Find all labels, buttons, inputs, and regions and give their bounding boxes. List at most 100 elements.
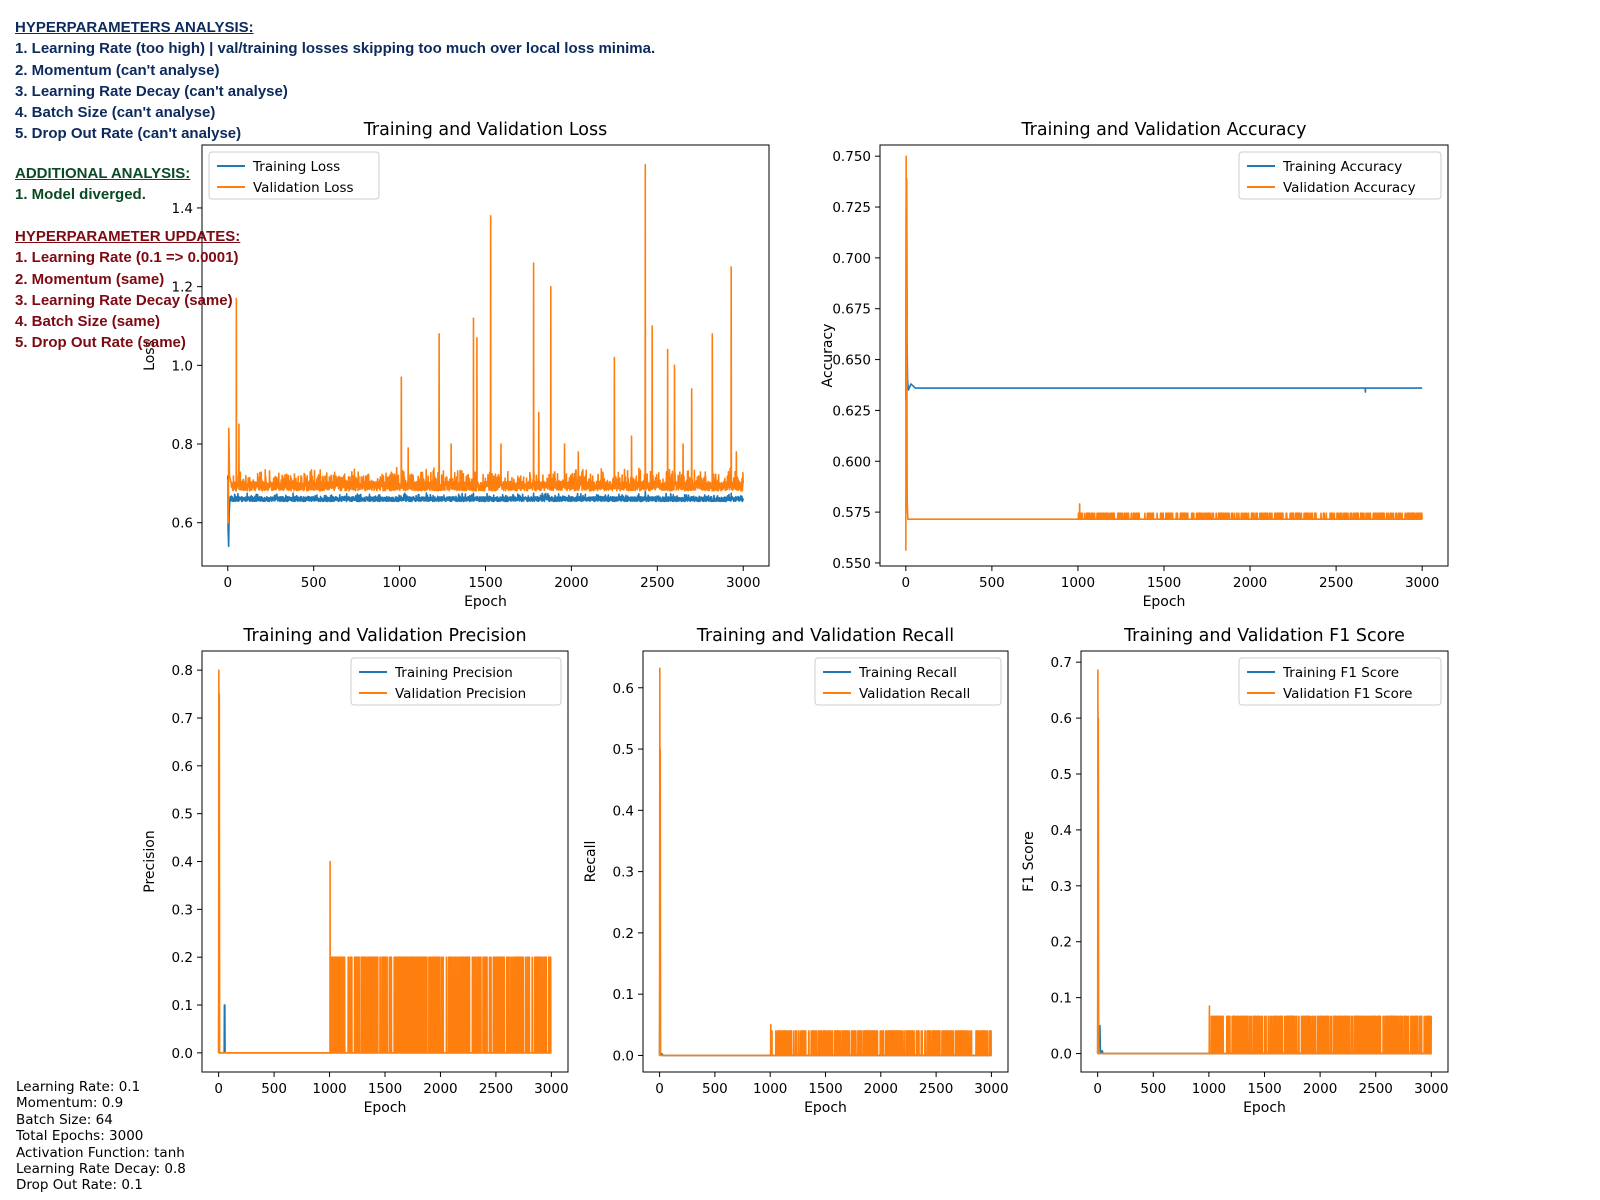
x-tick-label: 1500 — [1147, 575, 1181, 591]
x-tick-label: 1000 — [753, 1081, 787, 1097]
x-tick-label: 1000 — [382, 575, 416, 591]
legend: Training Recall Validation Recall — [814, 657, 1002, 706]
y-tick-label: 0.0 — [613, 1048, 634, 1064]
analysis-item: 5. Drop Out Rate (can't analyse) — [15, 125, 242, 143]
y-tick-label: 0.4 — [172, 855, 193, 871]
config-momentum: Momentum: 0.9 — [16, 1095, 124, 1112]
x-axis-label: Epoch — [364, 1100, 407, 1116]
legend: Training Precision Validation Precision — [350, 657, 562, 706]
analysis-item: 1. Learning Rate (too high) | val/traini… — [15, 40, 656, 58]
config-lr-decay: Learning Rate Decay: 0.8 — [16, 1161, 186, 1178]
recall-chart: Training and Validation Recall 0 500 1000 15… — [583, 626, 1009, 1116]
x-tick-label: 500 — [301, 575, 327, 591]
x-tick-label: 500 — [261, 1081, 287, 1097]
updates-header: HYPERPARAMETER UPDATES: — [15, 228, 241, 245]
x-tick-label: 2500 — [640, 575, 674, 591]
legend-box — [1238, 657, 1442, 706]
legend-label-validation: Validation Precision — [395, 686, 526, 702]
x-tick-label: 3000 — [1414, 1081, 1448, 1097]
x-tick-label: 1500 — [1247, 1081, 1281, 1097]
hyperparameters-analysis-notes: HYPERPARAMETERS ANALYSIS: 1. Learning Ra… — [15, 17, 655, 145]
y-tick-label: 0.0 — [1051, 1047, 1072, 1063]
x-tick-label: 1500 — [808, 1081, 842, 1097]
series-line-validation — [226, 163, 745, 524]
x-tick-label: 2500 — [1359, 1081, 1393, 1097]
y-axis-label: F1 Score — [1021, 831, 1037, 892]
legend-box — [814, 657, 1002, 706]
legend-label-training: Training Recall — [858, 665, 957, 681]
chart-title: Training and Validation Precision — [242, 626, 526, 646]
y-tick-label: 0.5 — [613, 742, 634, 758]
x-tick-label: 1500 — [368, 1081, 402, 1097]
plot-frame — [1080, 650, 1449, 1073]
x-tick-label: 2000 — [1233, 575, 1267, 591]
y-tick-label: 0.2 — [172, 950, 193, 966]
legend: Training F1 Score Validation F1 Score — [1238, 657, 1442, 706]
y-tick-label: 0.1 — [1051, 991, 1072, 1007]
f1-chart: Training and Validation F1 Score 0 500 1000… — [1021, 626, 1449, 1116]
x-axis-label: Epoch — [1243, 1100, 1286, 1116]
precision-chart: Training and Validation Precision 0 500 100… — [142, 626, 569, 1116]
analysis-header: HYPERPARAMETERS ANALYSIS: — [15, 19, 254, 36]
x-tick-label: 0 — [655, 1081, 664, 1097]
y-tick-label: 0.600 — [832, 454, 871, 470]
x-axis-label: Epoch — [1143, 594, 1186, 610]
x-tick-label: 500 — [979, 575, 1005, 591]
x-tick-label: 2000 — [1303, 1081, 1337, 1097]
update-item: 1. Learning Rate (0.1 => 0.0001) — [15, 249, 239, 267]
y-tick-label: 0.6 — [1051, 711, 1072, 727]
chart-title: Training and Validation Recall — [696, 626, 954, 646]
run-configuration: Learning Rate: 0.1 Momentum: 0.9 Batch S… — [16, 1079, 186, 1194]
y-axis-label: Recall — [583, 841, 599, 883]
x-tick-label: 1500 — [468, 575, 502, 591]
y-tick-label: 0.0 — [172, 1046, 193, 1062]
x-tick-label: 1000 — [1061, 575, 1095, 591]
analysis-item: 2. Momentum (can't analyse) — [15, 61, 220, 79]
x-axis-label: Epoch — [464, 594, 507, 610]
y-tick-label: 0.550 — [832, 556, 871, 572]
config-batch-size: Batch Size: 64 — [16, 1111, 113, 1128]
y-tick-label: 0.725 — [832, 200, 871, 216]
legend: Training Accuracy Validation Accuracy — [1238, 151, 1442, 200]
x-tick-label: 2500 — [1319, 575, 1353, 591]
legend-label-training: Training Loss — [252, 159, 340, 175]
series-line-validation — [1096, 669, 1433, 1055]
y-tick-label: 0.6 — [172, 759, 193, 775]
y-tick-label: 0.7 — [1051, 655, 1072, 671]
config-dropout: Drop Out Rate: 0.1 — [16, 1177, 143, 1194]
legend-label-training: Training F1 Score — [1282, 665, 1399, 681]
chart-title: Training and Validation F1 Score — [1123, 626, 1405, 646]
x-tick-label: 3000 — [726, 575, 760, 591]
accuracy-chart: Training and Validation Accuracy 0 500 1000… — [820, 120, 1449, 610]
legend-label-validation: Validation Accuracy — [1283, 180, 1416, 196]
y-axis-label: Precision — [142, 830, 158, 892]
x-tick-label: 3000 — [534, 1081, 568, 1097]
x-tick-label: 500 — [1140, 1081, 1166, 1097]
series-line-training — [905, 177, 1423, 401]
plot-frame — [879, 144, 1449, 567]
y-tick-label: 1.2 — [172, 280, 193, 296]
chart-title: Training and Validation Accuracy — [1021, 120, 1307, 140]
chart-title: Training and Validation Loss — [363, 120, 607, 140]
y-tick-label: 1.0 — [172, 358, 193, 374]
y-tick-label: 0.1 — [613, 987, 634, 1003]
series-line-training — [226, 475, 745, 548]
plot-frame — [642, 650, 1009, 1073]
x-tick-label: 0 — [1093, 1081, 1102, 1097]
x-tick-label: 2000 — [423, 1081, 457, 1097]
update-item: 5. Drop Out Rate (same) — [15, 334, 186, 352]
y-tick-label: 0.650 — [832, 353, 871, 369]
legend: Training Loss Validation Loss — [208, 151, 380, 200]
x-axis-label: Epoch — [804, 1100, 847, 1116]
analysis-item: 4. Batch Size (can't analyse) — [15, 104, 216, 122]
y-axis-label: Accuracy — [820, 324, 836, 388]
hyperparameter-updates-notes: HYPERPARAMETER UPDATES: 1. Learning Rate… — [15, 226, 240, 354]
plot-frame — [201, 144, 770, 567]
y-tick-label: 0.8 — [172, 437, 193, 453]
y-tick-label: 0.575 — [832, 505, 871, 521]
legend-label-training: Training Accuracy — [1282, 159, 1402, 175]
y-tick-label: 0.3 — [1051, 879, 1072, 895]
legend-box — [350, 657, 562, 706]
config-learning-rate: Learning Rate: 0.1 — [16, 1079, 141, 1095]
series-line-validation — [905, 155, 1423, 551]
